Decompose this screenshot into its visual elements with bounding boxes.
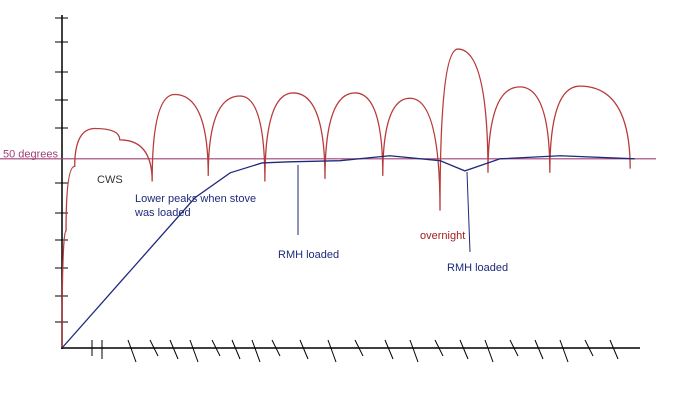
axis-tick <box>211 339 221 357</box>
axis-tick <box>127 339 137 363</box>
axis-tick <box>251 339 261 363</box>
axis-tick <box>189 339 199 363</box>
axis-tick <box>609 339 619 360</box>
axis-tick <box>299 339 309 360</box>
axis-tick <box>149 339 159 357</box>
axis-tick <box>534 339 544 360</box>
annotation: RMH loaded <box>447 262 508 274</box>
axis-tick <box>584 339 594 357</box>
axis-tick <box>484 339 494 363</box>
axis-tick <box>354 339 364 357</box>
annotation: RMH loaded <box>278 249 339 261</box>
annotation: Lower peaks when stove <box>135 193 256 205</box>
axis-tick <box>169 339 179 360</box>
axis-tick <box>271 339 281 357</box>
annotation: overnight <box>420 230 465 242</box>
annotation: was loaded <box>134 207 191 219</box>
axis-tick <box>509 339 519 357</box>
axis-tick <box>459 339 469 360</box>
axis-tick <box>384 339 394 360</box>
axis-tick <box>231 339 241 360</box>
series-line <box>61 155 635 349</box>
series-line <box>61 48 631 349</box>
annotation: CWS <box>97 174 123 186</box>
axis-tick <box>327 339 337 363</box>
axis-tick <box>409 339 419 363</box>
axis-tick <box>559 339 569 363</box>
reference-label: 50 degrees <box>3 149 59 161</box>
axis-tick <box>434 339 444 357</box>
pointer-line <box>466 171 471 253</box>
